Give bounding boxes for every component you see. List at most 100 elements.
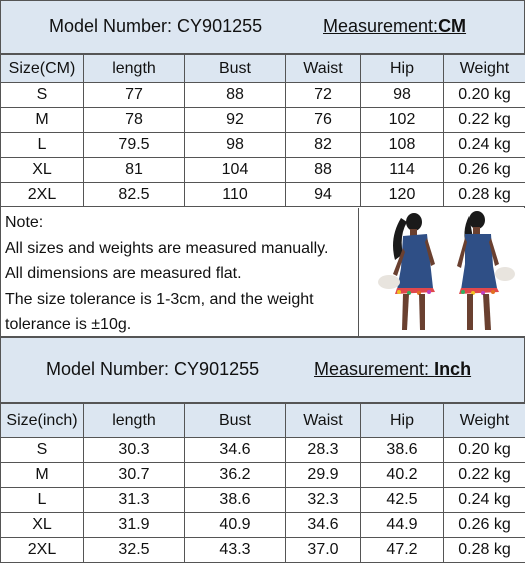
size-cell: 2XL [0,537,84,563]
weight-cell: 0.24 kg [443,487,525,513]
waist-cell: 76 [285,107,361,133]
product-photo [358,208,525,336]
bust-cell: 34.6 [184,437,286,463]
inch-header-weight: Weight [443,403,525,438]
hip-cell: 38.6 [360,437,444,463]
size-cell: M [0,462,84,488]
size-cell: L [0,132,84,158]
size-cell: S [0,437,84,463]
waist-cell: 29.9 [285,462,361,488]
inch-measurement-unit: Inch [434,359,472,379]
table-row: M 30.7 36.2 29.9 40.2 0.22 kg [0,462,525,488]
inch-header-hip: Hip [360,403,444,438]
hip-cell: 98 [360,82,444,108]
cm-size-table: Size(CM) length Bust Waist Hip Weight S … [0,54,525,208]
cm-measurement-unit: CM [438,16,467,36]
table-row: 2XL 82.5 110 94 120 0.28 kg [0,182,525,208]
waist-cell: 28.3 [285,437,361,463]
cm-measurement-prefix: Measurement: [323,16,439,36]
cm-header-size: Size(CM) [0,54,84,83]
table-row: S 30.3 34.6 28.3 38.6 0.20 kg [0,437,525,463]
table-row: S 77 88 72 98 0.20 kg [0,82,525,108]
waist-cell: 34.6 [285,512,361,538]
inch-header-waist: Waist [285,403,361,438]
note-line: tolerance is ±10g. [5,316,132,333]
bust-cell: 110 [184,182,286,208]
waist-cell: 72 [285,82,361,108]
bust-cell: 36.2 [184,462,286,488]
note-line: All dimensions are measured flat. [5,265,242,282]
weight-cell: 0.26 kg [443,157,525,183]
length-cell: 30.7 [83,462,185,488]
hip-cell: 114 [360,157,444,183]
inch-model-number: Model Number: CY901255 [46,359,260,379]
length-cell: 31.3 [83,487,185,513]
cm-header-weight: Weight [443,54,525,83]
inch-size-table: Size(inch) length Bust Waist Hip Weight … [0,403,525,563]
waist-cell: 82 [285,132,361,158]
waist-cell: 94 [285,182,361,208]
note-line: All sizes and weights are measured manua… [5,239,329,257]
length-cell: 78 [83,107,185,133]
table-row: 2XL 32.5 43.3 37.0 47.2 0.28 kg [0,537,525,563]
hip-cell: 47.2 [360,537,444,563]
waist-cell: 37.0 [285,537,361,563]
cm-header-row: Size(CM) length Bust Waist Hip Weight [0,54,525,83]
hip-cell: 42.5 [360,487,444,513]
weight-cell: 0.22 kg [443,462,525,488]
hip-cell: 44.9 [360,512,444,538]
bust-cell: 104 [184,157,286,183]
length-cell: 30.3 [83,437,185,463]
size-cell: S [0,82,84,108]
note-line: The size tolerance is 1-3cm, and the wei… [5,290,314,308]
weight-cell: 0.20 kg [443,82,525,108]
table-row: XL 81 104 88 114 0.26 kg [0,157,525,183]
length-cell: 82.5 [83,182,185,208]
weight-cell: 0.26 kg [443,512,525,538]
table-row: XL 31.9 40.9 34.6 44.9 0.26 kg [0,512,525,538]
cm-header-hip: Hip [360,54,444,83]
waist-cell: 88 [285,157,361,183]
note-text: Note: All sizes and weights are measured… [5,210,355,338]
waist-cell: 32.3 [285,487,361,513]
table-row: L 79.5 98 82 108 0.24 kg [0,132,525,158]
cm-model-number: Model Number: CY901255 [49,16,263,36]
cm-header-bust: Bust [184,54,286,83]
cm-header-waist: Waist [285,54,361,83]
weight-cell: 0.20 kg [443,437,525,463]
note-box: Note: All sizes and weights are measured… [0,206,525,337]
table-row: M 78 92 76 102 0.22 kg [0,107,525,133]
model-figure-back [457,211,515,330]
length-cell: 77 [83,82,185,108]
hip-cell: 120 [360,182,444,208]
bust-cell: 40.9 [184,512,286,538]
inch-measurement-prefix: Measurement: [314,359,435,379]
size-cell: XL [0,157,84,183]
weight-cell: 0.24 kg [443,132,525,158]
bust-cell: 38.6 [184,487,286,513]
cm-title-band: Model Number: CY901255 Measurement:CM [0,0,525,54]
inch-header-size: Size(inch) [0,403,84,438]
size-cell: 2XL [0,182,84,208]
inch-measurement-label: Measurement: Inch [314,359,471,380]
length-cell: 81 [83,157,185,183]
product-photo-illustration [378,211,515,330]
inch-header-bust: Bust [184,403,286,438]
cm-header-length: length [83,54,185,83]
cm-measurement-label: Measurement:CM [323,16,466,37]
inch-header-length: length [83,403,185,438]
hip-cell: 108 [360,132,444,158]
model-figure-front [378,213,435,330]
size-cell: L [0,487,84,513]
length-cell: 31.9 [83,512,185,538]
weight-cell: 0.28 kg [443,182,525,208]
bust-cell: 92 [184,107,286,133]
weight-cell: 0.22 kg [443,107,525,133]
size-cell: M [0,107,84,133]
bust-cell: 88 [184,82,286,108]
table-row: L 31.3 38.6 32.3 42.5 0.24 kg [0,487,525,513]
weight-cell: 0.28 kg [443,537,525,563]
bust-cell: 43.3 [184,537,286,563]
size-cell: XL [0,512,84,538]
